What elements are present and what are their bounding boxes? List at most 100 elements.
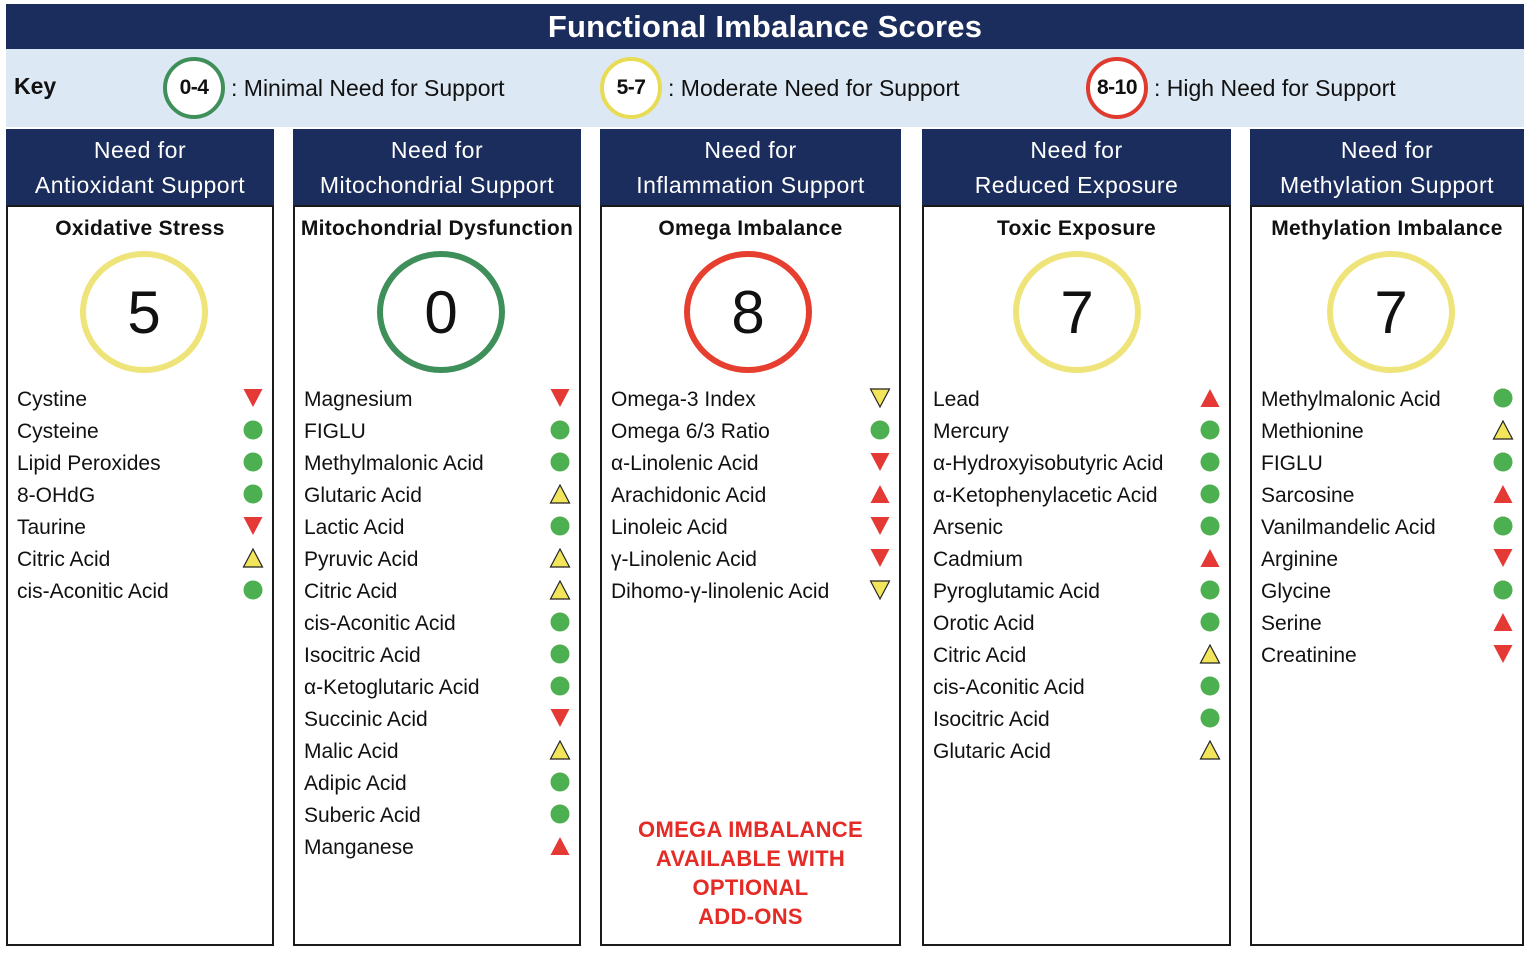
analyte-name: Citric Acid — [17, 548, 111, 571]
key-item-moderate: 5-7 : Moderate Need for Support — [600, 56, 960, 120]
score-circle: 8 — [684, 251, 812, 373]
yellow-up-triangle-icon — [549, 483, 571, 504]
analyte-row: Citric Acid — [295, 575, 579, 607]
analyte-row: Lipid Peroxides — [8, 447, 272, 479]
analyte-row: Taurine — [8, 511, 272, 543]
normal-dot-icon — [1493, 580, 1513, 600]
analyte-row: cis-Aconitic Acid — [924, 671, 1229, 703]
analyte-row: Citric Acid — [924, 639, 1229, 671]
normal-dot-icon — [550, 644, 570, 664]
column-subtitle: Toxic Exposure — [996, 217, 1157, 240]
analyte-row: Serine — [1252, 607, 1522, 639]
analyte-row: Cystine — [8, 383, 272, 415]
key-legend: Key 0-4 : Minimal Need for Support 5-7 :… — [6, 49, 1524, 127]
analyte-name: Arginine — [1261, 548, 1339, 571]
analyte-name: Succinic Acid — [304, 708, 428, 731]
normal-dot-icon — [550, 612, 570, 632]
column-reduced-exposure: Need for Reduced Exposure Toxic Exposure… — [922, 129, 1231, 946]
score-circle: 0 — [377, 251, 505, 373]
yellow-up-triangle-icon — [549, 739, 571, 760]
analyte-row: Pyruvic Acid — [295, 543, 579, 575]
normal-dot-icon — [550, 804, 570, 824]
analyte-row: Citric Acid — [8, 543, 272, 575]
analyte-row: Vanilmandelic Acid — [1252, 511, 1522, 543]
red-up-triangle-icon — [870, 485, 890, 503]
red-down-triangle-icon — [1493, 645, 1513, 663]
column-methylation: Need for Methylation Support Methylation… — [1250, 129, 1524, 946]
analyte-row: Arsenic — [924, 511, 1229, 543]
analyte-row: Isocitric Acid — [924, 703, 1229, 735]
column-subtitle: Methylation Imbalance — [1271, 217, 1503, 240]
analyte-row: γ-Linolenic Acid — [602, 543, 899, 575]
analyte-name: Cadmium — [933, 548, 1023, 571]
yellow-down-triangle-icon — [869, 388, 891, 409]
analyte-name: FIGLU — [1261, 452, 1323, 475]
analyte-row: Dihomo-γ-linolenic Acid — [602, 575, 899, 607]
omega-note-line: ADD-ONS — [698, 904, 803, 929]
analyte-name: Lipid Peroxides — [17, 452, 161, 475]
yellow-up-triangle-icon — [549, 547, 571, 568]
analyte-name: Mercury — [933, 420, 1009, 443]
analyte-row: FIGLU — [1252, 447, 1522, 479]
normal-dot-icon — [243, 452, 263, 472]
normal-dot-icon — [550, 676, 570, 696]
analyte-list: Omega-3 Index Omega 6/3 Ratio α-Linolenic … — [602, 383, 899, 607]
analyte-row: Methionine — [1252, 415, 1522, 447]
omega-note-line: AVAILABLE WITH — [655, 846, 846, 871]
analyte-list: Methylmalonic Acid Methionine FIGLU Sarcosi… — [1252, 383, 1522, 671]
analyte-name: α-Ketoglutaric Acid — [304, 676, 480, 699]
analyte-row: Arachidonic Acid — [602, 479, 899, 511]
analyte-name: cis-Aconitic Acid — [933, 676, 1085, 699]
analyte-name: cis-Aconitic Acid — [17, 580, 169, 603]
analyte-row: Omega 6/3 Ratio — [602, 415, 899, 447]
analyte-row: α-Ketophenylacetic Acid — [924, 479, 1229, 511]
key-circle-minimal: 0-4 — [163, 57, 225, 119]
analyte-row: Magnesium — [295, 383, 579, 415]
analyte-name: Methylmalonic Acid — [1261, 388, 1441, 411]
analyte-list: Magnesium FIGLU Methylmalonic Acid Glutaric… — [295, 383, 579, 863]
key-text-minimal: : Minimal Need for Support — [231, 74, 505, 101]
normal-dot-icon — [243, 484, 263, 504]
normal-dot-icon — [1200, 484, 1220, 504]
analyte-row: Glycine — [1252, 575, 1522, 607]
key-circle-high: 8-10 — [1086, 57, 1148, 119]
analyte-row: Cysteine — [8, 415, 272, 447]
red-down-triangle-icon — [870, 453, 890, 471]
analyte-row: Cadmium — [924, 543, 1229, 575]
analyte-name: Orotic Acid — [933, 612, 1035, 635]
normal-dot-icon — [243, 580, 263, 600]
normal-dot-icon — [550, 420, 570, 440]
normal-dot-icon — [550, 516, 570, 536]
red-up-triangle-icon — [1200, 389, 1220, 407]
column-antioxidant: Need for Antioxidant Support Oxidative S… — [6, 129, 274, 946]
normal-dot-icon — [1200, 676, 1220, 696]
column-header: Need for Methylation Support — [1250, 129, 1524, 206]
analyte-name: Methionine — [1261, 420, 1364, 443]
analyte-row: cis-Aconitic Acid — [8, 575, 272, 607]
normal-dot-icon — [243, 420, 263, 440]
analyte-name: Isocitric Acid — [933, 708, 1050, 731]
analyte-row: Lactic Acid — [295, 511, 579, 543]
analyte-name: Glycine — [1261, 580, 1332, 603]
yellow-up-triangle-icon — [1492, 419, 1514, 440]
analyte-row: Omega-3 Index — [602, 383, 899, 415]
analyte-name: Glutaric Acid — [933, 740, 1051, 763]
analyte-name: Citric Acid — [304, 580, 398, 603]
analyte-row: 8-OHdG — [8, 479, 272, 511]
analyte-name: Cystine — [17, 388, 88, 411]
analyte-row: Suberic Acid — [295, 799, 579, 831]
key-circle-moderate: 5-7 — [600, 57, 662, 119]
yellow-up-triangle-icon — [1199, 643, 1221, 664]
column-header-line2: Methylation Support — [1279, 171, 1495, 198]
analyte-name: Omega-3 Index — [611, 388, 756, 411]
red-down-triangle-icon — [1493, 549, 1513, 567]
column-header-line2: Mitochondrial Support — [319, 171, 555, 198]
analyte-name: Magnesium — [304, 388, 413, 411]
column-body: Toxic Exposure 7 Lead Mercury α-Hydroxyiso… — [922, 205, 1231, 946]
analyte-name: α-Hydroxyisobutyric Acid — [933, 452, 1164, 475]
column-subtitle: Oxidative Stress — [55, 217, 225, 240]
analyte-name: Manganese — [304, 836, 414, 859]
analyte-name: Cysteine — [17, 420, 99, 443]
analyte-row: Mercury — [924, 415, 1229, 447]
analyte-row: Arginine — [1252, 543, 1522, 575]
